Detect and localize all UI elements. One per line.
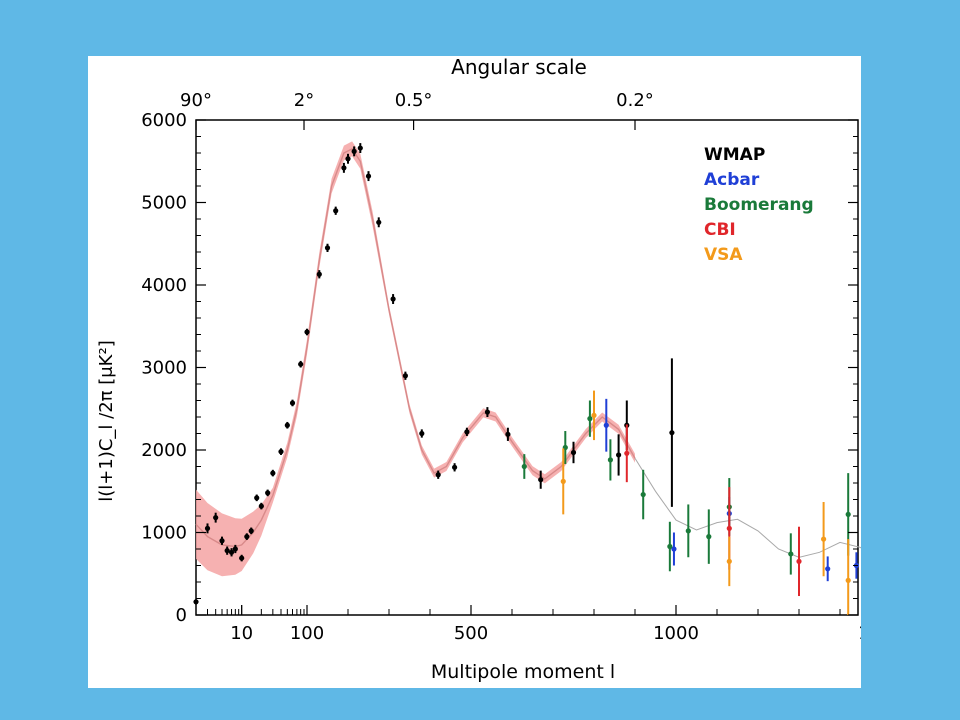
data-point <box>244 534 250 540</box>
data-point <box>591 412 597 418</box>
legend-item-vsa: VSA <box>704 245 743 265</box>
data-points <box>193 143 860 615</box>
data-point <box>365 173 372 179</box>
data-point <box>706 534 712 540</box>
x-axis-title: Multipole moment l <box>431 661 615 683</box>
data-point <box>484 409 490 415</box>
data-point <box>570 449 577 456</box>
data-point <box>726 525 732 531</box>
data-point <box>357 145 363 151</box>
data-point <box>452 464 458 470</box>
model-uncertainty-band <box>196 141 635 577</box>
data-point <box>788 551 794 557</box>
y-axis-title: l(l+1)C_l /2π [μK²] <box>96 340 117 501</box>
data-point <box>219 538 225 544</box>
data-point <box>254 495 260 501</box>
top-tick-label: 2° <box>294 90 314 111</box>
y-tick-label: 3000 <box>141 358 187 379</box>
data-point <box>324 245 331 251</box>
data-point <box>616 452 622 458</box>
data-point <box>345 156 351 162</box>
y-tick-label: 4000 <box>141 275 187 296</box>
data-point <box>258 503 264 509</box>
legend-item-wmap: WMAP <box>704 145 765 165</box>
data-point <box>685 528 691 534</box>
data-point <box>825 566 831 572</box>
data-point <box>671 546 677 552</box>
data-point <box>821 536 827 542</box>
series-boomerang <box>521 400 851 575</box>
data-point <box>796 558 802 564</box>
top-tick-label: 0.2° <box>616 90 654 111</box>
data-point <box>351 148 357 154</box>
x-tick-label: 10 <box>230 623 253 644</box>
data-point <box>538 477 544 483</box>
data-point <box>224 548 230 554</box>
series-cbi <box>624 424 802 597</box>
data-point <box>289 400 296 406</box>
legend-item-cbi: CBI <box>704 220 736 240</box>
y-tick-label: 0 <box>176 605 187 626</box>
axes: 0 1000 2000 3000 4000 5000 6000 10 100 500 1000 150… <box>141 90 861 644</box>
data-point <box>316 271 322 277</box>
legend-item-boomerang: Boomerang <box>704 195 814 215</box>
data-point <box>607 457 614 463</box>
cmb-power-spectrum-chart: 0 1000 2000 3000 4000 5000 6000 10 100 500 1000 150… <box>96 56 861 683</box>
data-point <box>204 525 211 531</box>
x-tick-label: 1000 <box>653 623 699 644</box>
data-point <box>304 329 310 335</box>
data-point <box>213 515 219 521</box>
data-point <box>560 478 566 484</box>
data-point <box>333 208 339 214</box>
data-point <box>284 422 290 428</box>
legend-item-acbar: Acbar <box>704 170 760 190</box>
series-wmap <box>193 143 675 605</box>
x-tick-label: 1500 <box>858 623 861 644</box>
y-tick-label: 2000 <box>141 440 187 461</box>
data-point <box>402 373 408 379</box>
y-tick-label: 5000 <box>141 193 187 214</box>
data-point <box>521 463 527 470</box>
y-tick-label: 1000 <box>141 523 187 544</box>
data-point <box>228 549 235 555</box>
data-point <box>587 416 593 422</box>
data-point <box>435 472 441 478</box>
data-point <box>298 361 304 367</box>
data-point <box>624 450 630 456</box>
series-vsa <box>560 390 851 615</box>
data-point <box>390 296 396 302</box>
data-point <box>726 558 732 564</box>
top-tick-label: 0.5° <box>395 90 433 111</box>
x-tick-label: 100 <box>290 623 324 644</box>
data-point <box>265 490 271 496</box>
top-axis-title: Angular scale <box>451 56 587 79</box>
data-point <box>239 555 245 561</box>
model-curve <box>195 147 636 548</box>
data-point <box>278 449 284 455</box>
data-point <box>193 599 199 605</box>
data-point <box>845 577 851 583</box>
figure-panel: 0 1000 2000 3000 4000 5000 6000 10 100 500 1000 150… <box>88 56 861 688</box>
data-point <box>419 430 425 437</box>
data-point <box>376 219 382 225</box>
data-point <box>667 543 673 550</box>
data-point <box>248 528 254 534</box>
data-point <box>232 546 238 552</box>
data-point <box>270 470 276 476</box>
data-point <box>640 491 646 498</box>
data-point <box>845 511 851 517</box>
data-point <box>505 431 511 437</box>
data-point <box>341 165 347 171</box>
x-tick-label: 500 <box>454 623 488 644</box>
data-point <box>603 422 609 428</box>
legend: WMAP Acbar Boomerang CBI VSA <box>704 145 814 265</box>
data-point <box>669 430 675 436</box>
data-point <box>464 429 470 435</box>
y-tick-label: 6000 <box>141 110 187 131</box>
top-tick-label: 90° <box>180 90 212 111</box>
